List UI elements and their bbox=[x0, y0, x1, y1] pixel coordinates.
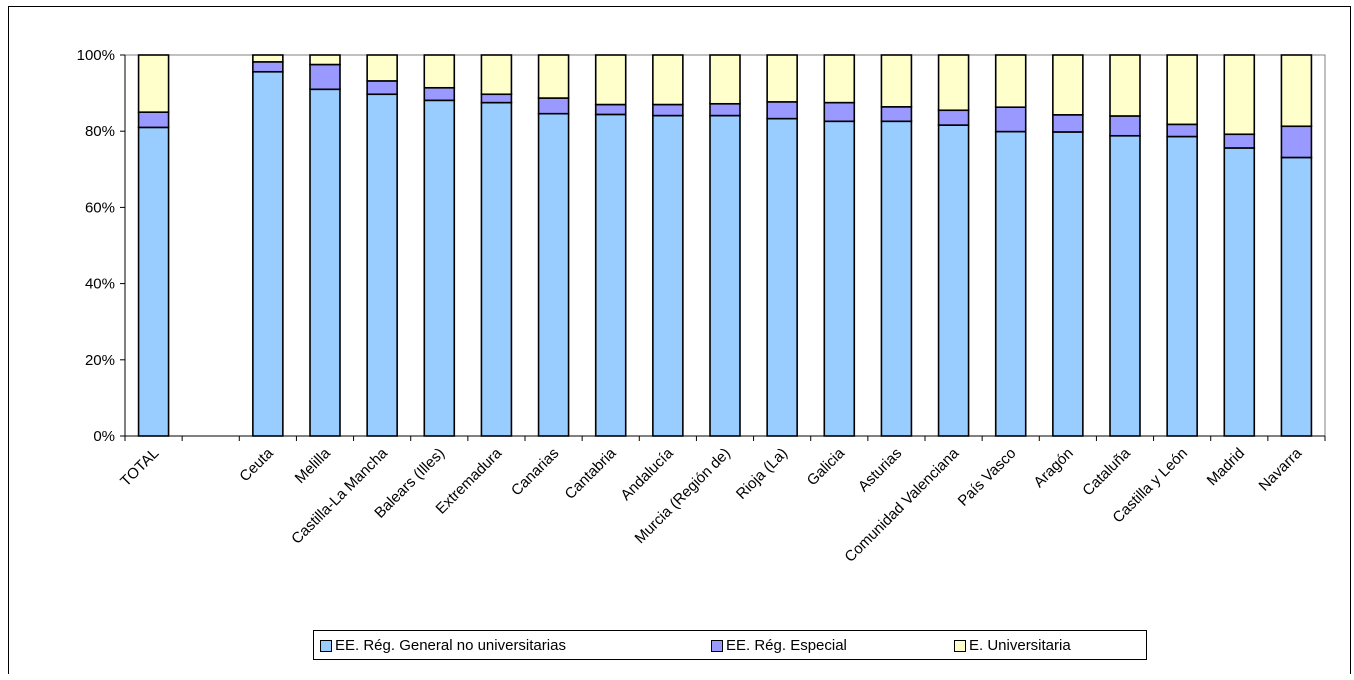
legend-label-especial: EE. Rég. Especial bbox=[726, 637, 847, 654]
bar-segment bbox=[880, 120, 913, 437]
x-tick-label: Galicia bbox=[804, 444, 849, 489]
bar-segment bbox=[1223, 133, 1256, 149]
y-tick-label: 60% bbox=[85, 199, 115, 216]
x-tick-label: Ceuta bbox=[236, 444, 277, 485]
bar-segment bbox=[766, 117, 798, 437]
x-tick-label: Andalucía bbox=[617, 444, 677, 504]
x-tick-label: Navarra bbox=[1256, 444, 1306, 494]
bar-segment bbox=[1109, 115, 1141, 137]
x-tick-label: Castilla-La Mancha bbox=[288, 444, 391, 547]
chart-frame: 0% 20% 40% 60% 80% 100% TOTAL Ceuta Melilla Casti… bbox=[8, 6, 1351, 674]
bar-segment bbox=[1223, 54, 1256, 136]
legend-label-general: EE. Rég. General no universitarias bbox=[335, 637, 566, 654]
x-tick-label: Cataluña bbox=[1079, 444, 1134, 499]
y-tick-label: 100% bbox=[77, 47, 115, 64]
bar-segment bbox=[709, 114, 741, 437]
bar-segment bbox=[309, 54, 341, 66]
bar-segment bbox=[309, 63, 341, 91]
bar-segment bbox=[366, 54, 398, 82]
bar-segment bbox=[1166, 54, 1198, 126]
bar-segment bbox=[537, 54, 570, 99]
bar-segment bbox=[423, 99, 456, 437]
bar-segment bbox=[137, 126, 170, 437]
bar-segment bbox=[1280, 156, 1313, 437]
legend: EE. Rég. General no universitarias EE. R… bbox=[313, 630, 1147, 660]
bar-segment bbox=[823, 120, 856, 437]
x-tick-label: Asturias bbox=[855, 445, 905, 495]
bar-segment bbox=[1052, 54, 1084, 116]
x-tick-label: Rioja (La) bbox=[733, 445, 791, 503]
bar-segment bbox=[1109, 134, 1141, 437]
bar-segment bbox=[252, 70, 284, 437]
bar-segment bbox=[652, 103, 684, 117]
bar-segment bbox=[709, 54, 741, 105]
legend-swatch-general bbox=[320, 639, 332, 652]
x-tick-label: Comunidad Valenciana bbox=[841, 444, 962, 565]
bar-segment bbox=[766, 101, 798, 120]
y-tick-label: 80% bbox=[85, 123, 115, 140]
bar-segment bbox=[823, 54, 856, 104]
bar-segment bbox=[766, 54, 798, 103]
bar-segment bbox=[709, 102, 741, 117]
x-tick-label: Melilla bbox=[292, 444, 335, 487]
y-tick-label: 40% bbox=[85, 276, 115, 293]
x-tick-label: Madrid bbox=[1204, 445, 1248, 489]
bar-segment bbox=[652, 54, 684, 106]
x-tick-label: Cantabria bbox=[562, 444, 620, 502]
x-tick-label: TOTAL bbox=[117, 445, 162, 490]
legend-item-especial: EE. Rég. Especial bbox=[711, 637, 847, 654]
bar-segment bbox=[366, 93, 398, 437]
bar-segment bbox=[537, 97, 570, 115]
bar-segment bbox=[994, 106, 1027, 133]
bar-segment bbox=[880, 54, 913, 108]
bar-segment bbox=[994, 130, 1027, 437]
y-tick-label: 0% bbox=[93, 428, 115, 445]
x-tick-label: País Vasco bbox=[955, 445, 1020, 510]
bar-segment bbox=[652, 114, 684, 437]
bar-segment bbox=[1052, 131, 1084, 437]
bar-segment bbox=[1223, 147, 1256, 437]
bar-segment bbox=[594, 113, 627, 437]
bar-segment bbox=[137, 54, 170, 113]
bar-segment bbox=[994, 54, 1027, 108]
bar-segment bbox=[137, 111, 170, 129]
bar-segment bbox=[480, 54, 513, 96]
bar-segment bbox=[594, 54, 627, 106]
bar-segment bbox=[252, 61, 284, 73]
bar-segment bbox=[823, 101, 856, 123]
legend-item-general: EE. Rég. General no universitarias bbox=[320, 637, 566, 654]
stacked-bar-chart: 0% 20% 40% 60% 80% 100% TOTAL Ceuta MelillaCasti… bbox=[77, 47, 1326, 566]
legend-swatch-universitaria bbox=[954, 639, 966, 652]
bar-segment bbox=[480, 101, 513, 437]
bar-segment bbox=[594, 103, 627, 116]
y-tick-label: 20% bbox=[85, 352, 115, 369]
bar-segment bbox=[423, 54, 456, 89]
bar-segment bbox=[1280, 125, 1313, 159]
x-tick-label: Murcia (Región de) bbox=[632, 445, 734, 547]
bar-segment bbox=[537, 112, 570, 437]
bar-segment bbox=[1109, 54, 1141, 117]
bar-segment bbox=[1166, 135, 1198, 437]
bar-segment bbox=[937, 124, 970, 437]
bar-segment bbox=[309, 88, 341, 437]
x-tick-label: Canarias bbox=[508, 445, 562, 499]
bar-segment bbox=[423, 86, 456, 102]
legend-swatch-especial bbox=[711, 639, 723, 652]
legend-item-universitaria: E. Universitaria bbox=[954, 637, 1071, 654]
bar-segment bbox=[1280, 54, 1313, 128]
bar-segment bbox=[937, 109, 970, 126]
bar-segment bbox=[1166, 123, 1198, 138]
legend-label-universitaria: E. Universitaria bbox=[969, 637, 1071, 654]
bar-segment bbox=[252, 54, 284, 63]
bar-segment bbox=[366, 80, 398, 96]
bar-segment bbox=[937, 54, 970, 112]
bar-segment bbox=[480, 93, 513, 104]
x-tick-label: Aragón bbox=[1030, 445, 1076, 491]
bar-segment bbox=[1052, 114, 1084, 133]
bar-segment bbox=[880, 106, 913, 123]
